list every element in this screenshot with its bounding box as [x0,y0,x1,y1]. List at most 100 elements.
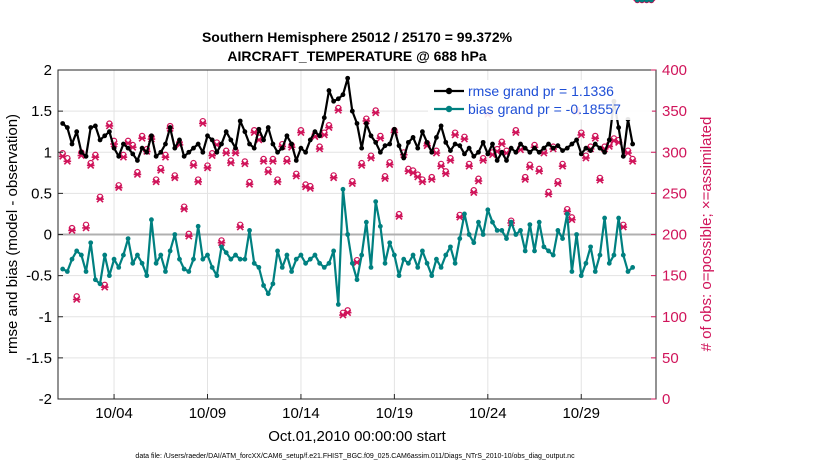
data-point-rmse [574,137,579,143]
obs-assimilated-marker [367,154,375,162]
data-point-rmse [602,149,608,155]
obs-assimilated-marker [72,295,81,304]
data-point-rmse [177,137,182,143]
data-point-rmse [429,149,435,155]
data-point-rmse [307,137,313,143]
data-point-bias [326,260,332,266]
data-point-bias [125,236,131,242]
data-point-rmse [410,135,416,140]
data-point-bias [219,244,224,250]
data-point-rmse [214,149,220,155]
data-point-bias [462,211,467,217]
data-point-rmse [588,148,593,154]
obs-assimilated-marker [395,212,403,220]
data-point-rmse [64,125,70,130]
data-point-rmse [116,153,122,159]
data-point-rmse [345,75,351,81]
y-right-tick-label: 0 [662,391,670,408]
series-lines [60,0,654,307]
data-point-rmse [256,126,262,132]
data-point-bias [228,256,234,262]
legend-box [428,80,652,120]
data-point-bias [634,0,640,3]
obs-assimilated-marker [217,239,226,247]
data-point-bias [251,260,257,266]
data-file-footer: data file: /Users/raeder/DAI/ATM_forcXX/… [135,453,575,460]
data-point-bias [410,252,416,258]
data-point-bias [387,240,393,246]
data-point-bias [494,227,500,233]
obs-assimilated-marker [521,175,529,183]
data-point-rmse [172,145,178,151]
data-point-bias [588,244,593,250]
data-point-rmse [504,158,509,163]
data-point-rmse [247,141,252,147]
data-point-bias [415,265,421,270]
data-point-bias [448,244,453,250]
obs-assimilated-marker [628,157,637,165]
data-point-bias [490,219,495,225]
data-point-bias [480,232,486,237]
obs-assimilated-marker [236,223,245,231]
data-point-bias [630,265,636,270]
obs-assimilated-marker [259,157,268,165]
obs-assimilated-marker [441,170,450,178]
data-point-bias [130,260,136,266]
data-point-rmse [92,123,98,129]
obs-assimilated-marker [512,128,520,137]
data-point-bias [504,236,509,242]
data-point-bias [424,260,430,266]
obs-assimilated-marker [185,232,193,240]
data-point-bias [438,265,444,270]
data-point-bias [541,244,547,250]
data-point-rmse [88,125,94,130]
data-point-rmse [74,129,80,135]
data-point-bias [303,260,309,266]
data-point-bias [401,256,407,262]
data-point-rmse [321,115,327,121]
data-point-bias [223,250,229,255]
data-point-bias [69,256,75,262]
obs-assimilated-marker [283,157,291,165]
obs-assimilated-marker [418,178,427,186]
obs-assimilated-marker [474,177,483,185]
data-point-rmse [457,143,463,149]
data-point-rmse [279,145,285,151]
data-point-bias [78,252,84,258]
data-point-bias [88,240,94,246]
data-point-rmse [480,139,486,145]
y-tick-label: 0 [44,227,52,244]
data-point-bias [606,260,612,266]
data-point-rmse [527,149,533,155]
data-point-rmse [508,145,514,151]
obs-assimilated-marker [241,160,249,168]
obs-assimilated-marker [100,283,109,291]
obs-assimilated-marker [624,149,632,157]
data-point-bias [354,277,360,283]
obs-assimilated-marker [437,162,445,170]
data-point-bias [74,248,80,254]
x-tick-label: 10/29 [562,405,600,422]
data-point-rmse [550,145,556,151]
data-point-bias [102,252,108,258]
data-point-bias [382,260,388,266]
data-point-bias [616,215,622,221]
obs-assimilated-marker [264,168,273,176]
data-point-bias [527,222,533,228]
legend-entry: rmse grand pr = 1.1336 [468,83,614,99]
data-point-rmse [471,153,477,159]
y-axis-label: rmse and bias (model - observation) [4,114,21,354]
data-point-bias [106,273,112,279]
data-point-bias [237,256,243,262]
data-point-rmse [363,121,369,126]
data-point-rmse [518,141,523,147]
y-right-tick-label: 100 [662,309,687,326]
data-point-bias [242,256,248,262]
data-point-rmse [326,88,332,93]
data-point-bias [466,232,472,237]
data-point-bias [583,260,589,266]
data-point-bias [373,199,379,205]
data-point-rmse [387,141,393,147]
data-point-rmse [452,141,458,147]
